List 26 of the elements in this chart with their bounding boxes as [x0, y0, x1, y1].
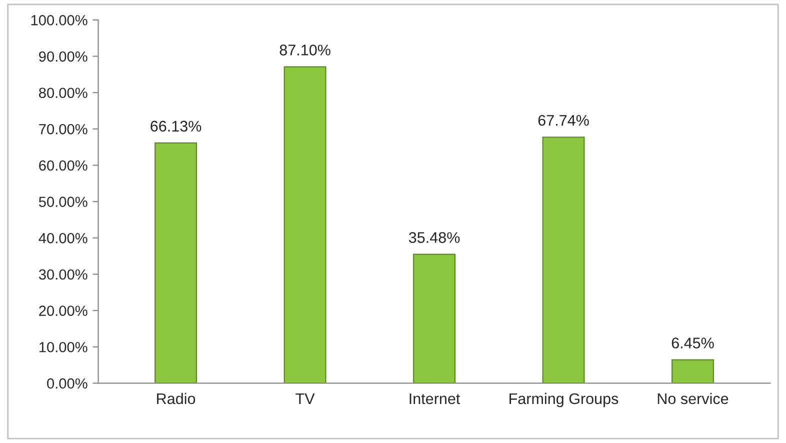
x-tick-label: Farming Groups [510, 392, 618, 408]
y-tick-label: 90.00% [39, 51, 88, 62]
y-tick-label: 40.00% [38, 232, 88, 244]
y-tick-label: 10.00% [39, 342, 88, 352]
bar [284, 66, 326, 384]
x-tick-label: Radio [157, 392, 196, 404]
x-tick-label: TV [296, 393, 315, 404]
bar [672, 359, 714, 384]
y-tick-label: 80.00% [39, 88, 88, 98]
y-tick-label: 0.00% [47, 378, 88, 389]
y-tick-label: 30.00% [38, 269, 88, 280]
bar [542, 136, 585, 384]
data-label: 67.74% [538, 114, 589, 126]
bar [154, 142, 198, 384]
data-label: 87.10% [280, 44, 330, 56]
x-tick-label: Internet [410, 393, 460, 404]
data-label: 6.45% [672, 338, 714, 348]
y-tick-label: 70.00% [39, 124, 88, 134]
y-tick-label: 20.00% [39, 306, 88, 316]
data-label: 66.13% [150, 120, 202, 132]
y-tick-label: 100.00% [31, 15, 88, 26]
data-label: 35.48% [408, 232, 460, 243]
x-tick-label: No service [658, 392, 728, 404]
y-tick-label: 60.00% [39, 160, 88, 171]
y-tick-label: 50.00% [38, 196, 88, 207]
bar [413, 254, 456, 384]
